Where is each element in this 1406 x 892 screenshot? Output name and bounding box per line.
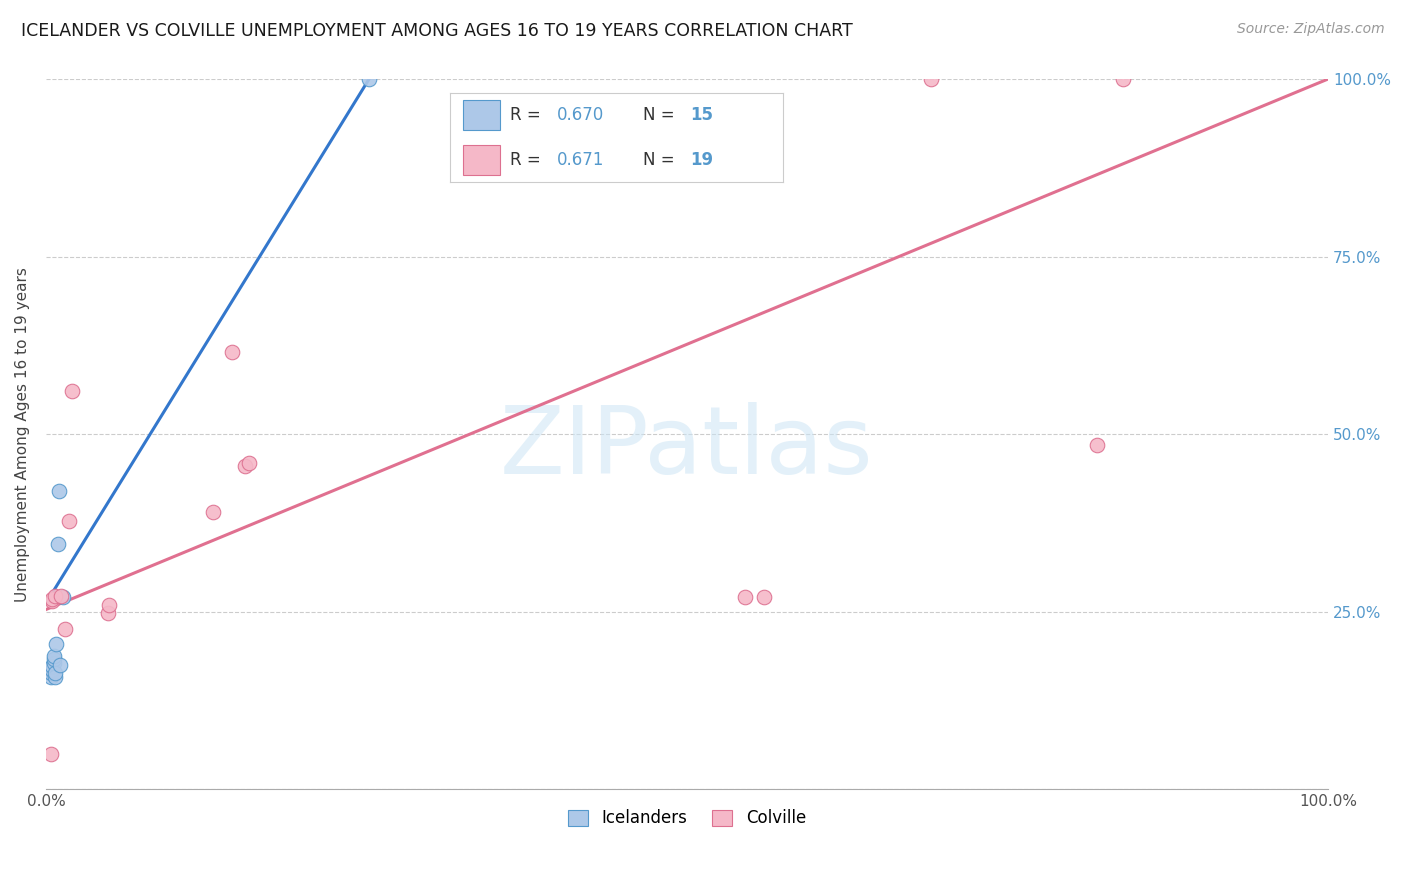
Point [51,589,73,603]
Point [201,505,224,519]
Point [97,598,120,612]
Text: ICELANDER VS COLVILLE UNEMPLOYMENT AMONG AGES 16 TO 19 YEARS CORRELATION CHART: ICELANDER VS COLVILLE UNEMPLOYMENT AMONG… [21,22,853,40]
Point [42,656,65,670]
Point [49,657,72,672]
Point [42,648,65,663]
Point [48,483,70,498]
Point [39,747,62,761]
Point [920,72,942,87]
Point [39,670,62,684]
Legend: Icelanders, Colville: Icelanders, Colville [561,803,813,834]
Text: Source: ZipAtlas.com: Source: ZipAtlas.com [1237,22,1385,37]
Point [359,72,381,87]
Point [233,458,256,473]
Point [45,637,67,651]
Point [96,606,118,620]
Point [238,456,260,470]
Point [58,514,80,528]
Text: ZIPatlas: ZIPatlas [501,402,875,494]
Y-axis label: Unemployment Among Ages 16 to 19 years: Unemployment Among Ages 16 to 19 years [15,267,30,601]
Point [60,384,83,399]
Point [221,345,243,359]
Point [39,666,62,681]
Point [1085,438,1108,452]
Point [44,589,66,603]
Point [42,652,65,666]
Point [734,591,756,605]
Point [44,670,66,684]
Point [41,663,63,677]
Point [46,537,69,551]
Point [52,591,75,605]
Point [752,591,775,605]
Point [44,666,66,681]
Point [41,659,63,673]
Point [41,594,63,608]
Point [1112,72,1135,87]
Point [41,591,63,606]
Point [53,623,76,637]
